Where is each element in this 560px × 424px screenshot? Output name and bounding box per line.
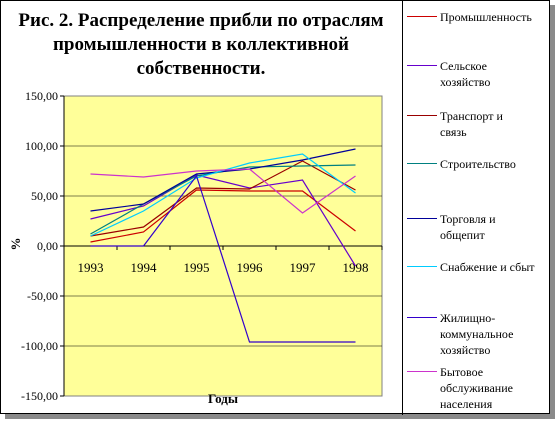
legend-label: Строительство — [440, 157, 516, 171]
x-axis-title: Годы — [208, 391, 238, 406]
chart-title: Рис. 2. Распределение прибли по отраслям… — [18, 10, 384, 79]
legend-swatch — [407, 115, 437, 116]
legend-label: Сельское хозяйство — [440, 59, 491, 89]
series-line-7 — [90, 174, 356, 343]
legend-swatch — [407, 317, 437, 318]
y-axis-title: % — [8, 238, 23, 251]
legend-label: Жилищно- коммунальное хозяйство — [440, 311, 514, 357]
x-tick-label: 1998 — [343, 260, 369, 275]
y-tick-label: 50,00 — [31, 189, 58, 203]
series-line-8 — [90, 168, 356, 214]
legend-swatch — [407, 163, 437, 164]
legend-label: Снабжение и сбыт — [440, 260, 535, 274]
legend-swatch — [407, 218, 437, 219]
legend-swatch — [407, 65, 437, 66]
legend-label: Торговля и общепит — [440, 212, 496, 242]
y-tick-label: 150,00 — [25, 89, 58, 103]
x-tick-label: 1993 — [78, 260, 104, 275]
x-tick-label: 1994 — [131, 260, 158, 275]
legend-label: Транспорт и связь — [440, 109, 503, 139]
series-line-1 — [90, 189, 356, 243]
chart-svg: 150,00 100,00 50,00 0,00 -50,00 -100,00 -150,0… — [8, 89, 383, 406]
series-line-2 — [90, 174, 357, 267]
y-tick-label: -50,00 — [27, 289, 58, 303]
legend-swatch — [407, 266, 437, 267]
chart-frame: Рис. 2. Распределение прибли по отраслям… — [0, 0, 551, 415]
legend-swatch — [407, 16, 437, 17]
y-tick-label: -150,00 — [21, 389, 58, 403]
legend-swatch — [407, 371, 437, 372]
legend-label: Промышленность — [440, 10, 532, 24]
chart-legend: Промышленность Сельское хозяйство Транспор… — [402, 1, 551, 415]
y-tick-label: 0,00 — [37, 239, 58, 253]
legend-label: Бытовое обслуживание населения — [440, 365, 513, 411]
y-tick-label: -100,00 — [21, 339, 58, 353]
x-tick-label: 1995 — [184, 260, 210, 275]
x-tick-label: 1997 — [290, 260, 317, 275]
x-tick-label: 1996 — [237, 260, 264, 275]
y-tick-label: 100,00 — [25, 139, 58, 153]
series-line-5 — [90, 148, 356, 212]
